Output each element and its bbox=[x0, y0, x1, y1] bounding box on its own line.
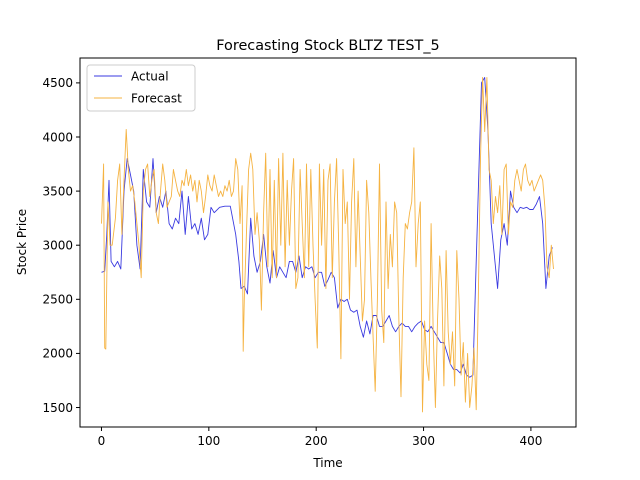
y-tick-label: 3000 bbox=[42, 239, 73, 253]
x-axis-label: Time bbox=[312, 456, 342, 470]
legend-label-actual: Actual bbox=[131, 70, 169, 84]
series-layer bbox=[101, 77, 554, 413]
axes-border bbox=[79, 57, 577, 428]
series-line-forecast bbox=[101, 77, 554, 413]
x-tick-label: 0 bbox=[98, 434, 106, 448]
legend: Actual Forecast bbox=[86, 64, 196, 112]
y-tick-label: 4500 bbox=[42, 76, 73, 90]
x-tick-label: 100 bbox=[197, 434, 220, 448]
y-axis: 1500 2000 2500 3000 3500 4000 4500 bbox=[42, 76, 80, 415]
y-tick-label: 3500 bbox=[42, 184, 73, 198]
x-tick-label: 200 bbox=[305, 434, 328, 448]
legend-label-forecast: Forecast bbox=[131, 92, 182, 106]
x-axis: 0 100 200 300 400 bbox=[98, 427, 542, 448]
y-tick-label: 2000 bbox=[42, 347, 73, 361]
plot-area bbox=[79, 57, 577, 428]
x-tick-label: 300 bbox=[412, 434, 435, 448]
x-tick-label: 400 bbox=[519, 434, 542, 448]
y-tick-label: 1500 bbox=[42, 401, 73, 415]
y-tick-label: 4000 bbox=[42, 130, 73, 144]
y-axis-label: Stock Price bbox=[15, 209, 29, 275]
chart-title: Forecasting Stock BLTZ TEST_5 bbox=[216, 38, 439, 54]
axes-background bbox=[80, 58, 576, 427]
y-tick-label: 2500 bbox=[42, 293, 73, 307]
series-line-actual bbox=[101, 77, 553, 378]
